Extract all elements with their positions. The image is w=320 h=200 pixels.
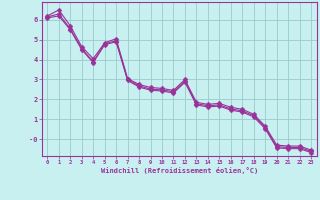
X-axis label: Windchill (Refroidissement éolien,°C): Windchill (Refroidissement éolien,°C) <box>100 167 258 174</box>
